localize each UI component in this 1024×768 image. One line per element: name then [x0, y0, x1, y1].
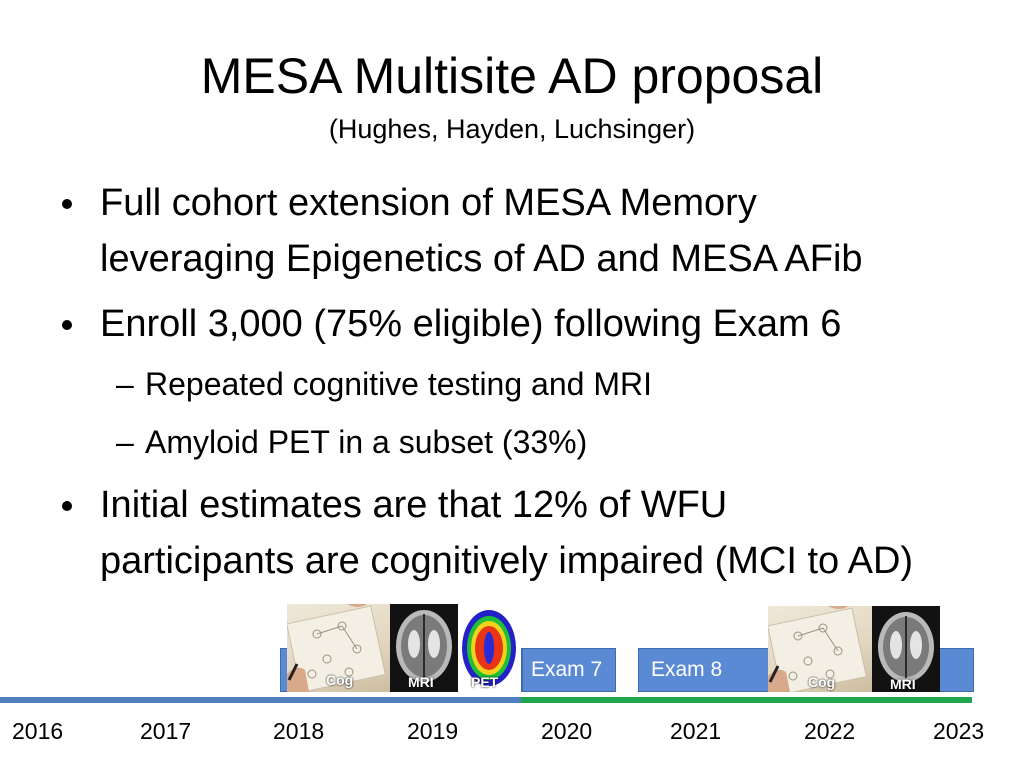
- slide-subtitle: (Hughes, Hayden, Luchsinger): [328, 114, 696, 144]
- brain-mri-icon: [396, 610, 452, 682]
- slide-title: MESA Multisite AD proposal: [200, 48, 824, 104]
- bullet-3-line-2: participants are cognitively impaired (M…: [100, 540, 914, 582]
- exam-7-label: Exam 7: [531, 658, 603, 681]
- sub-bullet-dash: –: [116, 424, 134, 460]
- year-2021: 2021: [670, 718, 722, 744]
- bullet-dot: [62, 199, 72, 209]
- cognitive-test-photo: Cog: [287, 604, 390, 692]
- sub-bullet-dash: –: [116, 366, 134, 402]
- bullet-3-line-1: Initial estimates are that 12% of WFU: [100, 484, 728, 526]
- year-2023: 2023: [933, 718, 985, 744]
- bullet-1-line-2: leveraging Epigenetics of AD and MESA AF…: [100, 238, 863, 280]
- cog-label: Cog: [326, 672, 354, 688]
- bullet-dot: [62, 320, 72, 330]
- mri-label: MRI: [408, 674, 434, 690]
- brain-pet-icon: [462, 610, 516, 686]
- exam-7-box: Exam 7: [522, 648, 616, 692]
- bullet-2: Enroll 3,000 (75% eligible) following Ex…: [100, 303, 842, 345]
- mri-scan-photo: MRI: [390, 604, 458, 692]
- year-2022: 2022: [804, 718, 856, 744]
- cog-label: Cog: [808, 674, 836, 690]
- year-2019: 2019: [407, 718, 459, 744]
- brain-mri-icon: [878, 612, 934, 682]
- timeline-bar-pre-2020: [0, 697, 521, 703]
- pet-scan-photo: PET: [458, 604, 521, 692]
- pet-label: PET: [471, 674, 499, 690]
- sub-bullet-1: Repeated cognitive testing and MRI: [145, 366, 652, 402]
- cognitive-test-photo: Cog: [768, 606, 872, 692]
- year-2017: 2017: [140, 718, 192, 744]
- timeline-bar-post-2020: [521, 697, 972, 703]
- cognitive-test-sketch: [287, 604, 386, 692]
- mri-label: MRI: [890, 676, 916, 692]
- year-2020: 2020: [541, 718, 593, 744]
- bullet-dot: [62, 501, 72, 511]
- cognitive-test-sketch: [768, 606, 867, 692]
- year-2016: 2016: [12, 718, 64, 744]
- year-2018: 2018: [273, 718, 325, 744]
- mri-scan-photo: MRI: [872, 606, 940, 692]
- exam-8-label: Exam 8: [651, 658, 723, 681]
- bullet-1-line-1: Full cohort extension of MESA Memory: [100, 182, 757, 224]
- sub-bullet-2: Amyloid PET in a subset (33%): [145, 424, 588, 460]
